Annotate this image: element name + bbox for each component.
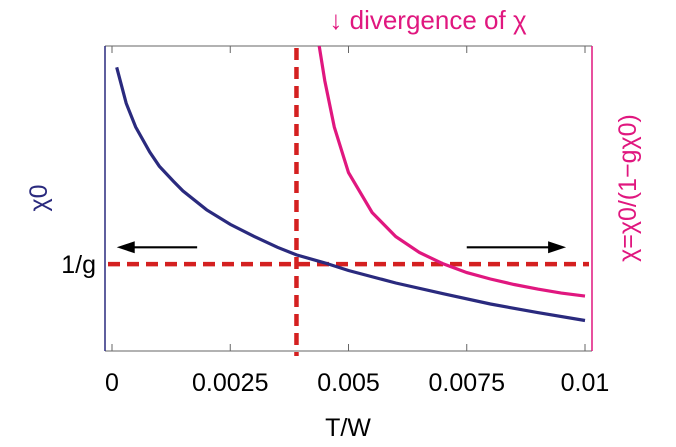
series-line-chi0 xyxy=(115,66,586,323)
divergence-annotation: ↓ divergence of χ xyxy=(329,5,527,35)
x-ticks xyxy=(111,46,586,351)
x-axis-label: T/W xyxy=(325,414,371,442)
left-y-axis-label: χ0 xyxy=(25,184,53,211)
series-line-chi xyxy=(317,46,586,298)
right-y-axis-label: χ=χ0/(1−gχ0) xyxy=(614,114,642,262)
x-tick-label-0: 0 xyxy=(105,369,119,397)
x-tick-labels: 0 0.0025 0.005 0.0075 0.01 xyxy=(105,369,609,397)
arrow-left-head xyxy=(116,241,135,254)
x-tick-label-1: 0.0025 xyxy=(192,369,268,397)
x-tick-label-3: 0.0075 xyxy=(429,369,505,397)
axis-arrows xyxy=(116,241,567,254)
x-tick-label-2: 0.005 xyxy=(317,369,380,397)
x-tick-label-4: 0.01 xyxy=(561,369,610,397)
one-over-g-label: 1/g xyxy=(61,251,96,279)
arrow-right-head xyxy=(548,241,567,254)
